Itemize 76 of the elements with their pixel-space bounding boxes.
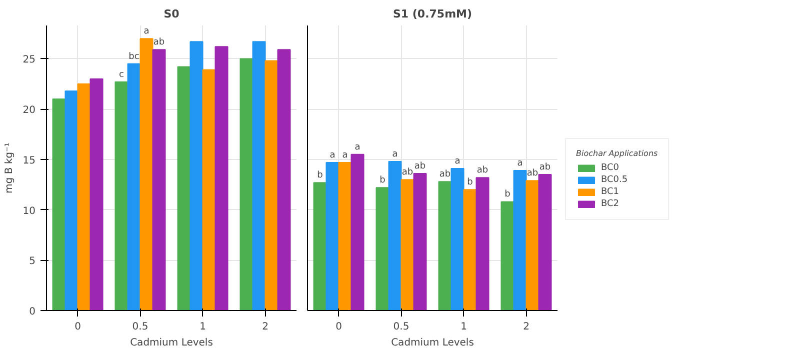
- bar: [313, 182, 327, 310]
- bar: [376, 187, 390, 310]
- bar: [140, 38, 154, 310]
- bar: [114, 81, 128, 310]
- data-label: a: [354, 142, 360, 152]
- x-tick-label: 2: [523, 322, 530, 332]
- bar: [214, 46, 228, 310]
- y-tick-label: 10: [22, 206, 36, 217]
- data-label: b: [504, 190, 511, 200]
- bar: [463, 189, 477, 310]
- chart-title: S0: [164, 8, 180, 20]
- data-label: c: [119, 70, 124, 80]
- bar: [240, 58, 254, 310]
- data-label: bc: [128, 52, 140, 62]
- bar: [77, 83, 91, 310]
- data-label: ab: [476, 166, 488, 176]
- bar: [52, 98, 66, 310]
- data-label: ab: [153, 38, 165, 48]
- bar: [338, 162, 352, 310]
- data-label: ab: [526, 168, 538, 179]
- bar: [526, 180, 540, 310]
- x-tick-label: 0.5: [393, 322, 410, 332]
- data-label: b: [317, 170, 324, 181]
- bar: [177, 66, 191, 310]
- legend-label: BC0.5: [601, 175, 628, 185]
- data-label: ab: [539, 162, 551, 173]
- x-tick-label: 2: [262, 322, 268, 332]
- x-axis-title: Cadmium Levels: [391, 338, 474, 348]
- x-tick-label: 1: [200, 322, 206, 332]
- bar: [152, 49, 166, 310]
- bar: [252, 41, 266, 310]
- bar: [190, 41, 204, 310]
- y-axis-title: mg B kg⁻¹: [4, 142, 15, 194]
- x-tick-label: 1: [460, 322, 467, 332]
- bar: [413, 173, 427, 310]
- bar: [400, 179, 414, 310]
- y-tick-label: 25: [22, 54, 36, 66]
- data-label: b: [380, 176, 386, 186]
- bar: [326, 162, 340, 310]
- bar: [350, 154, 364, 310]
- bar: [538, 174, 552, 310]
- data-label: a: [392, 149, 398, 160]
- data-label: b: [467, 178, 474, 188]
- bar: [277, 49, 291, 310]
- legend-title: Biochar Applications: [576, 149, 658, 158]
- bar: [127, 63, 141, 310]
- bar: [90, 78, 104, 310]
- y-tick-label: 15: [22, 155, 36, 166]
- data-label: a: [144, 26, 150, 37]
- chart-title: S1 (0.75mM): [392, 8, 472, 20]
- bar: [450, 168, 464, 310]
- data-label: a: [454, 156, 460, 167]
- legend-label: BC1: [601, 187, 620, 197]
- data-label: ab: [439, 170, 451, 180]
- legend-label: BC0: [601, 163, 620, 173]
- data-label: a: [330, 150, 336, 160]
- bar: [388, 160, 402, 310]
- data-label: a: [342, 150, 348, 160]
- bar: [513, 170, 527, 310]
- y-tick-label: 20: [22, 105, 36, 116]
- bar: [64, 90, 78, 310]
- y-tick-label: 5: [29, 256, 36, 268]
- x-tick-label: 0: [336, 322, 342, 332]
- data-label: a: [517, 158, 523, 169]
- bar: [476, 177, 490, 310]
- data-label: ab: [402, 168, 414, 178]
- data-label: ab: [414, 162, 426, 172]
- x-tick-label: 0.5: [132, 322, 148, 332]
- x-tick-label: 0: [74, 322, 81, 332]
- legend-label: BC2: [601, 199, 620, 209]
- bar: [438, 181, 452, 310]
- y-tick-label: 0: [29, 306, 36, 318]
- x-axis-title: Cadmium Levels: [130, 338, 213, 348]
- bar: [202, 69, 216, 310]
- bar: [500, 201, 514, 310]
- bar: [264, 60, 278, 310]
